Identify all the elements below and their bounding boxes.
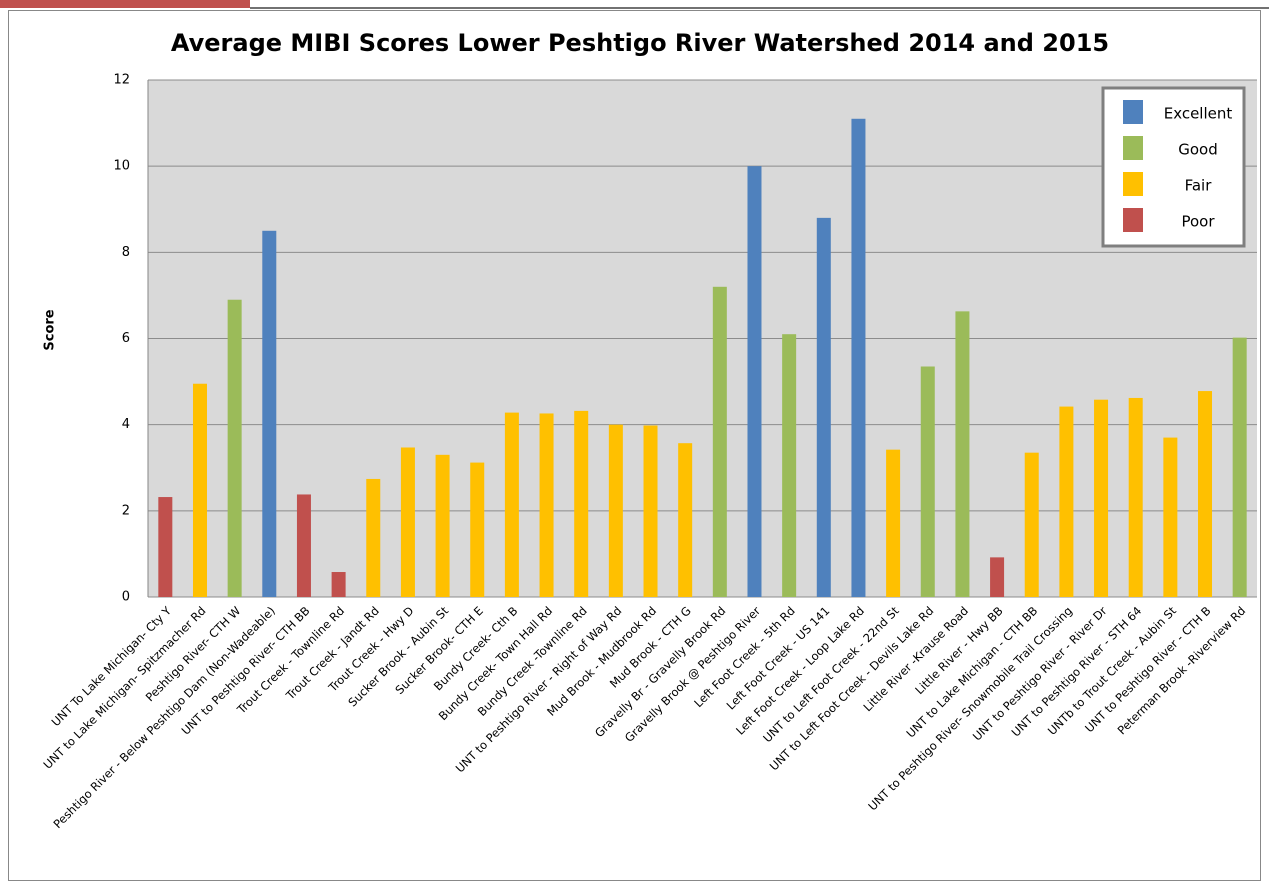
bar xyxy=(331,572,346,597)
bar xyxy=(192,383,207,597)
y-tick-label: 4 xyxy=(122,417,130,432)
y-tick-label: 2 xyxy=(122,503,130,518)
y-tick-label: 12 xyxy=(113,73,130,88)
legend-label: Excellent xyxy=(1164,105,1233,123)
bar xyxy=(1232,337,1247,597)
bar xyxy=(1024,452,1039,597)
bar xyxy=(1163,437,1178,597)
bar xyxy=(678,443,693,597)
bar xyxy=(643,425,658,597)
legend-swatch xyxy=(1123,100,1143,124)
sheet-tab xyxy=(0,0,250,8)
bar xyxy=(400,447,415,597)
bar xyxy=(747,166,762,597)
y-tick-label: 6 xyxy=(122,331,130,346)
bar xyxy=(227,299,242,597)
legend-swatch xyxy=(1123,172,1143,196)
bar xyxy=(296,494,311,597)
bar xyxy=(504,412,519,597)
bar xyxy=(955,311,970,597)
y-tick-label: 10 xyxy=(113,159,130,174)
y-tick-label: 8 xyxy=(122,245,130,260)
bar xyxy=(366,478,381,597)
bar xyxy=(990,557,1005,597)
chart-title: Average MIBI Scores Lower Peshtigo River… xyxy=(171,29,1109,57)
bar xyxy=(262,230,277,597)
legend-swatch xyxy=(1123,136,1143,160)
bar xyxy=(1059,406,1074,597)
bar xyxy=(574,410,589,597)
bar xyxy=(920,366,935,597)
bar xyxy=(539,413,554,597)
bar xyxy=(816,217,831,597)
bar xyxy=(158,497,173,597)
bar xyxy=(1128,397,1143,597)
legend-swatch xyxy=(1123,208,1143,232)
y-tick-label: 0 xyxy=(122,590,130,605)
legend-label: Fair xyxy=(1185,177,1213,195)
bar xyxy=(435,454,450,597)
bar xyxy=(782,334,797,597)
bar xyxy=(1198,391,1213,597)
bar xyxy=(886,449,901,597)
bar xyxy=(470,462,485,597)
legend-label: Good xyxy=(1178,141,1218,159)
y-axis-label: Score xyxy=(43,309,58,350)
legend-label: Poor xyxy=(1181,213,1215,231)
bar xyxy=(608,424,623,597)
bar xyxy=(1094,399,1109,597)
bar xyxy=(712,286,727,597)
bar xyxy=(851,118,866,598)
